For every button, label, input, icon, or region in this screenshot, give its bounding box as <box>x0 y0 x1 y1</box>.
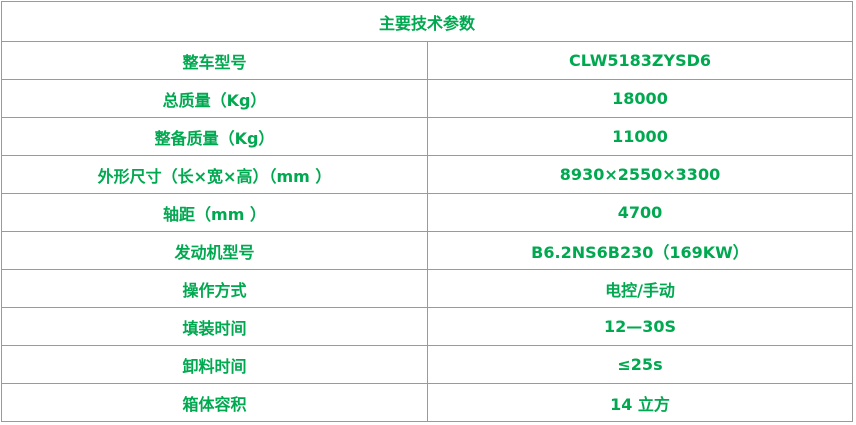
param-name: 操作方式 <box>1 269 428 308</box>
param-value: ≤25s <box>427 345 853 384</box>
param-value: 电控/手动 <box>427 269 853 308</box>
table-title: 主要技术参数 <box>1 1 853 42</box>
param-value: 11000 <box>427 117 853 156</box>
param-value: 8930×2550×3300 <box>427 155 853 194</box>
param-value: CLW5183ZYSD6 <box>427 41 853 80</box>
param-name: 轴距（mm ） <box>1 193 428 232</box>
param-name: 填装时间 <box>1 307 428 346</box>
param-value: 14 立方 <box>427 383 853 422</box>
param-name: 发动机型号 <box>1 231 428 270</box>
param-name: 箱体容积 <box>1 383 428 422</box>
param-value: 18000 <box>427 79 853 118</box>
param-value: B6.2NS6B230（169KW） <box>427 231 853 270</box>
param-name: 外形尺寸（长×宽×高）（mm ） <box>1 155 428 194</box>
param-name: 整备质量（Kg） <box>1 117 428 156</box>
param-name: 整车型号 <box>1 41 428 80</box>
param-name: 卸料时间 <box>1 345 428 384</box>
param-value: 4700 <box>427 193 853 232</box>
param-value: 12—30S <box>427 307 853 346</box>
param-name: 总质量（Kg） <box>1 79 428 118</box>
